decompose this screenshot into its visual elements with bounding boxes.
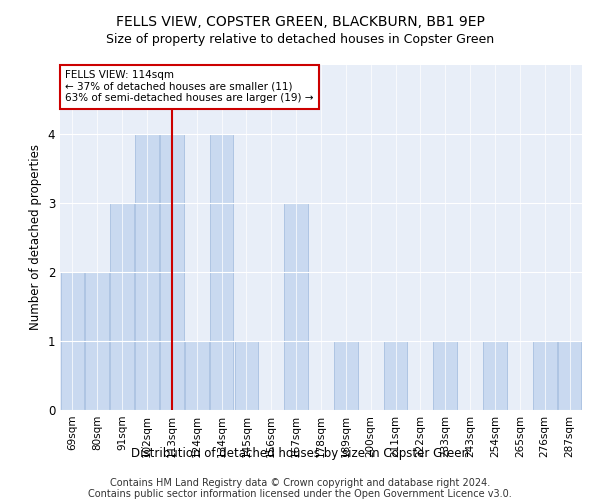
Bar	[483, 341, 507, 410]
Text: Contains HM Land Registry data © Crown copyright and database right 2024.: Contains HM Land Registry data © Crown c…	[110, 478, 490, 488]
Bar	[433, 341, 457, 410]
Bar	[61, 272, 84, 410]
Y-axis label: Number of detached properties: Number of detached properties	[29, 144, 42, 330]
Text: Contains public sector information licensed under the Open Government Licence v3: Contains public sector information licen…	[88, 489, 512, 499]
Bar	[558, 341, 581, 410]
Bar	[210, 134, 233, 410]
Bar	[384, 341, 407, 410]
Bar	[533, 341, 557, 410]
Bar	[284, 203, 308, 410]
Text: Distribution of detached houses by size in Copster Green: Distribution of detached houses by size …	[131, 448, 469, 460]
Bar	[235, 341, 258, 410]
Bar	[135, 134, 159, 410]
Bar	[110, 203, 134, 410]
Text: Size of property relative to detached houses in Copster Green: Size of property relative to detached ho…	[106, 32, 494, 46]
Bar	[160, 134, 184, 410]
Bar	[185, 341, 209, 410]
Bar	[85, 272, 109, 410]
Text: FELLS VIEW: 114sqm
← 37% of detached houses are smaller (11)
63% of semi-detache: FELLS VIEW: 114sqm ← 37% of detached hou…	[65, 70, 314, 103]
Text: FELLS VIEW, COPSTER GREEN, BLACKBURN, BB1 9EP: FELLS VIEW, COPSTER GREEN, BLACKBURN, BB…	[116, 15, 484, 29]
Bar	[334, 341, 358, 410]
